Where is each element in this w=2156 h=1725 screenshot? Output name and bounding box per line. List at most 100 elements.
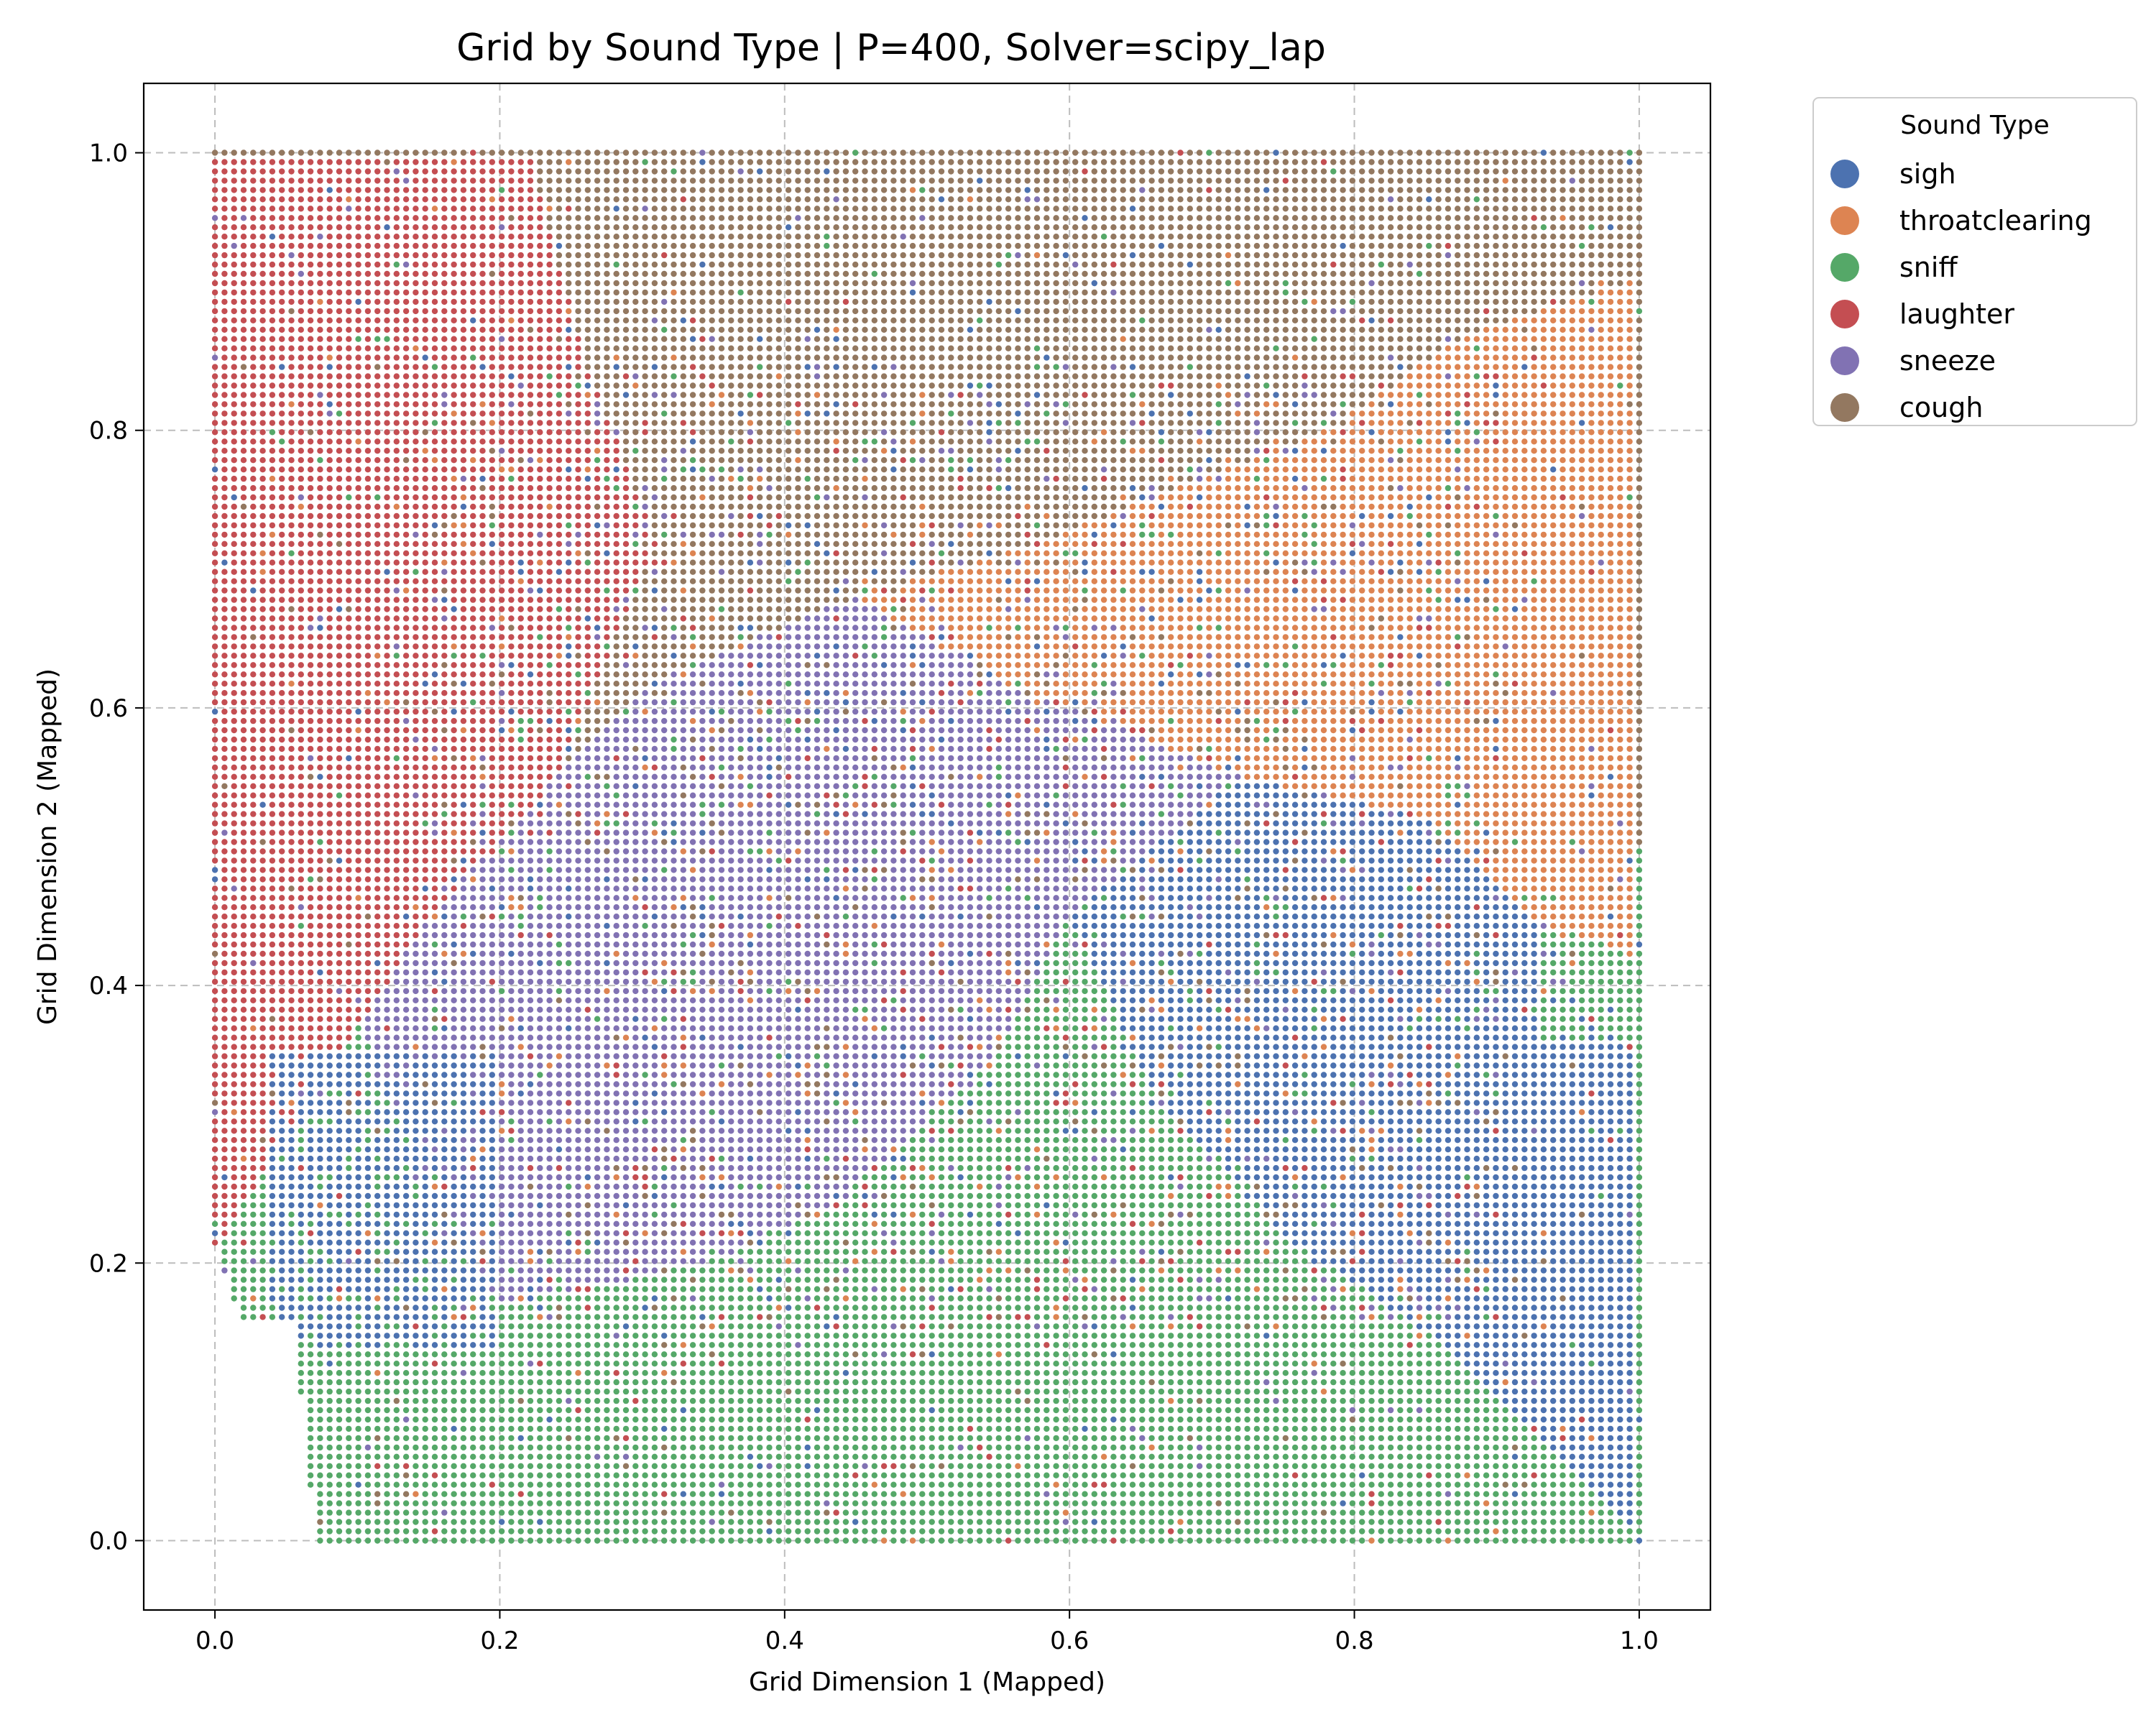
scatter-point (1416, 1248, 1423, 1255)
scatter-point (1406, 1286, 1413, 1292)
scatter-point (642, 1416, 648, 1423)
scatter-point (470, 1537, 476, 1544)
scatter-point (1110, 1491, 1117, 1497)
scatter-point (575, 1388, 581, 1395)
scatter-point (1177, 1453, 1184, 1460)
scatter-point (1521, 1472, 1528, 1478)
scatter-point (1053, 1379, 1059, 1386)
scatter-point (757, 1416, 763, 1423)
scatter-point (1158, 1230, 1165, 1237)
scatter-point (642, 1239, 648, 1246)
scatter-point (1531, 1472, 1537, 1478)
scatter-point (1082, 1481, 1088, 1488)
scatter-point (709, 1407, 715, 1414)
scatter-point (498, 1435, 505, 1442)
scatter-point (1282, 1379, 1289, 1386)
scatter-point (747, 1230, 754, 1237)
scatter-point (833, 1472, 839, 1478)
scatter-point (737, 1500, 744, 1506)
scatter-point (938, 1519, 945, 1525)
scatter-point (584, 1267, 591, 1274)
scatter-point (995, 1453, 1003, 1460)
scatter-point (871, 1295, 878, 1302)
scatter-point (1473, 1295, 1480, 1302)
scatter-point (1483, 1258, 1490, 1264)
scatter-point (1072, 1239, 1079, 1246)
scatter-point (355, 1342, 361, 1348)
scatter-point (880, 1295, 888, 1302)
scatter-point (355, 1537, 361, 1544)
scatter-point (1368, 1323, 1375, 1330)
scatter-point (1148, 1463, 1155, 1470)
scatter-point (1253, 1491, 1261, 1497)
scatter-point (862, 1463, 868, 1470)
scatter-point (326, 1230, 333, 1237)
scatter-point (1598, 1500, 1604, 1506)
scatter-point (584, 1537, 591, 1544)
scatter-point (1263, 1509, 1270, 1516)
scatter-point (1569, 1500, 1575, 1506)
scatter-point (766, 1230, 773, 1237)
scatter-point (298, 1239, 304, 1246)
scatter-point (250, 1230, 257, 1237)
scatter-point (1387, 1276, 1394, 1283)
scatter-point (689, 1519, 696, 1525)
scatter-point (929, 1444, 935, 1451)
scatter-point (1072, 1342, 1079, 1348)
scatter-point (1493, 1230, 1499, 1237)
scatter-point (824, 1500, 830, 1506)
scatter-point (1044, 1379, 1050, 1386)
scatter-point (517, 1444, 524, 1451)
scatter-point (737, 1453, 744, 1460)
scatter-point (431, 1537, 438, 1544)
scatter-point (804, 1305, 811, 1311)
scatter-point (364, 1500, 372, 1506)
scatter-point (508, 1463, 515, 1470)
scatter-point (1139, 1379, 1146, 1386)
scatter-point (1215, 1509, 1222, 1516)
scatter-point (384, 1295, 390, 1302)
scatter-point (632, 1295, 639, 1302)
scatter-point (814, 1220, 821, 1228)
scatter-point (728, 1453, 734, 1460)
scatter-point (1110, 1528, 1117, 1535)
scatter-point (689, 1239, 696, 1246)
scatter-point (1550, 1248, 1557, 1255)
scatter-point (1426, 1397, 1432, 1404)
scatter-point (1445, 1295, 1452, 1302)
scatter-point (1244, 1370, 1250, 1376)
scatter-point (307, 1481, 314, 1488)
scatter-point (460, 1509, 467, 1516)
scatter-point (814, 1435, 821, 1442)
scatter-point (1225, 1258, 1232, 1264)
scatter-point (1120, 1295, 1126, 1302)
scatter-point (1588, 1370, 1595, 1376)
scatter-point (1044, 1444, 1050, 1451)
scatter-point (240, 1230, 247, 1237)
scatter-point (1569, 1370, 1575, 1376)
scatter-point (651, 1305, 658, 1311)
scatter-point (699, 1509, 706, 1516)
scatter-point (862, 1267, 868, 1274)
scatter-point (1291, 1239, 1299, 1246)
scatter-point (498, 1248, 505, 1255)
scatter-point (1253, 1333, 1261, 1339)
scatter-point (1397, 1258, 1404, 1264)
scatter-point (431, 1361, 438, 1367)
scatter-point (1560, 1267, 1566, 1274)
scatter-point (1100, 1361, 1107, 1367)
scatter-point (967, 1491, 974, 1497)
scatter-point (1378, 1230, 1385, 1237)
scatter-point (1225, 1323, 1232, 1330)
scatter-point (871, 1509, 878, 1516)
scatter-point (642, 1333, 648, 1339)
scatter-point (689, 1248, 696, 1255)
scatter-point (1330, 1230, 1337, 1237)
scatter-point (1483, 1267, 1490, 1274)
scatter-point (1244, 1416, 1250, 1423)
scatter-point (785, 1472, 792, 1478)
scatter-point (1100, 1388, 1107, 1395)
scatter-point (1521, 1361, 1528, 1367)
scatter-point (441, 1276, 448, 1283)
scatter-point (1578, 1323, 1585, 1330)
